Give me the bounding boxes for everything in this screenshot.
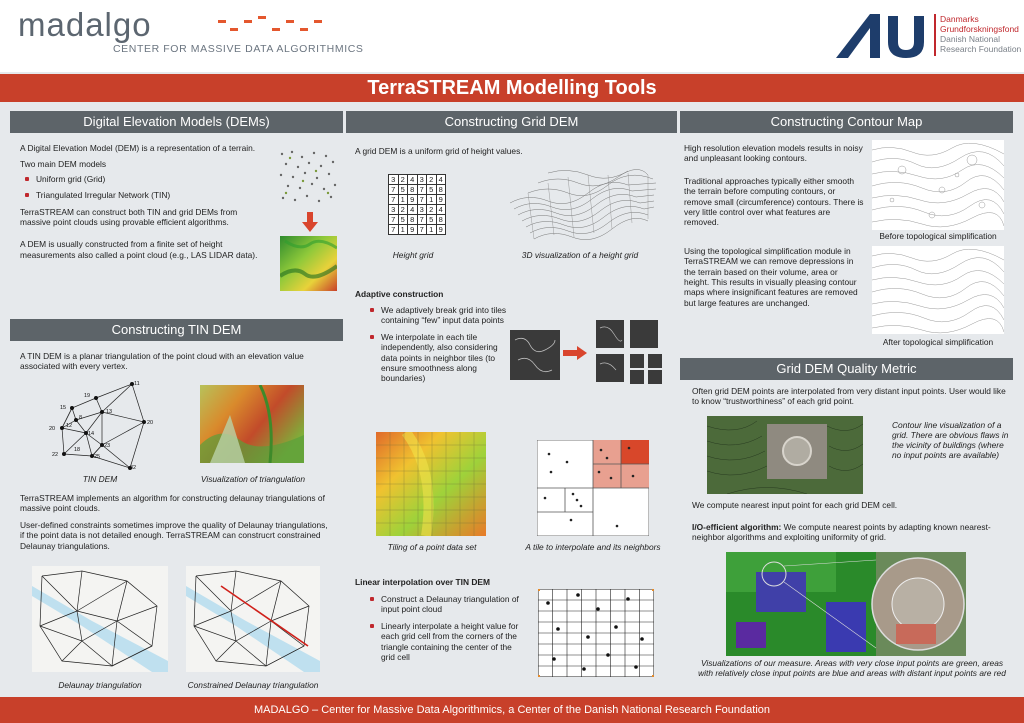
madalgo-logo-subtitle: CENTER FOR MASSIVE DATA ALGORITHMICS: [113, 43, 364, 55]
tin-node-label: 15: [60, 405, 66, 411]
tin-para-2: TerraSTREAM implements an algorithm for …: [20, 493, 325, 514]
dem-terrain-image: [280, 236, 337, 291]
dem-para-3: TerraSTREAM can construct both TIN and g…: [20, 206, 238, 228]
caption-after-simplification: After topological simplification: [882, 337, 994, 347]
tin-node-label: 23: [104, 443, 110, 449]
adaptive-construction-title: Adaptive construction: [355, 289, 444, 299]
section-contour-heading: Constructing Contour Map: [680, 111, 1013, 133]
quality-measure-visualization: [726, 552, 966, 656]
dem-para-1: A Digital Elevation Model (DEM) is a rep…: [20, 143, 256, 153]
section-dem-heading: Digital Elevation Models (DEMs): [10, 111, 343, 133]
dem-para-4: A DEM is usually constructed from a fini…: [20, 239, 258, 260]
caption-tin-dem: TIN DEM: [82, 474, 118, 484]
dem-bullet-tin: Triangulated Irregular Network (TIN): [20, 190, 265, 200]
right-arrow-icon: [563, 346, 587, 360]
caption-triangulation-visualization: Visualization of triangulation: [200, 474, 306, 484]
adaptive-tiles-figure: [596, 320, 662, 384]
contour-para-2: Traditional approaches typically either …: [684, 175, 864, 228]
linear-interpolation-figure: [538, 589, 654, 677]
tin-node-label: 14: [88, 431, 94, 437]
linear-bullet-2: Linearly interpolate a height value for …: [365, 621, 527, 663]
tin-node-label: 13: [106, 409, 112, 415]
adaptive-text: We adaptively break grid into tiles cont…: [365, 305, 507, 390]
dnrf-logo-bar: [934, 14, 936, 56]
quality-para-3: I/O-efficient algorithm: We compute near…: [692, 522, 1010, 543]
dem-text: A Digital Elevation Model (DEM) is a rep…: [20, 143, 265, 266]
tin-text-2: TerraSTREAM implements an algorithm for …: [20, 493, 332, 557]
constrained-delaunay-figure: [186, 566, 320, 672]
section-quality-heading: Grid DEM Quality Metric: [680, 358, 1013, 380]
linear-interpolation-title: Linear interpolation over TIN DEM: [355, 577, 490, 587]
linear-text: Construct a Delaunay triangulation of in…: [365, 594, 527, 668]
dem-bullets: Uniform grid (Grid) Triangulated Irregul…: [20, 174, 265, 201]
madalgo-logo-dashes: [218, 16, 322, 31]
adaptive-input-tile: [510, 330, 560, 380]
quality-para-2: We compute nearest input point for each …: [692, 500, 898, 510]
footer: MADALGO – Center for Massive Data Algori…: [0, 697, 1024, 723]
contour-line-visualization-image: [707, 416, 863, 494]
grid-para-1: A grid DEM is a uniform grid of height v…: [355, 146, 523, 156]
tin-node-label: 22: [52, 452, 58, 458]
section-tin-heading: Constructing TIN DEM: [10, 319, 343, 341]
section-grid-heading: Constructing Grid DEM: [346, 111, 677, 133]
contour-after-image: [872, 246, 1004, 334]
grid-3d-visualization: [509, 169, 657, 240]
caption-height-grid: Height grid: [392, 250, 434, 260]
delaunay-triangulation-figure: [32, 566, 168, 672]
tin-node-label: 12: [66, 423, 72, 429]
quality-para-1: Often grid DEM points are interpolated f…: [692, 386, 1006, 407]
tin-dem-figure: 11 19 15 13 8 12 20 20 14 23 22 18 25 32: [49, 381, 153, 470]
aarhus-university-logo: [836, 14, 924, 58]
contour-para-3: Using the topological simplification mod…: [684, 245, 858, 308]
caption-delaunay: Delaunay triangulation: [58, 680, 142, 690]
caption-tile-neighbors: A tile to interpolate and its neighbors: [525, 542, 661, 552]
caption-contour-line-visualization: Contour line visualization of a grid. Th…: [892, 420, 1009, 460]
caption-3d-grid: 3D visualization of a height grid: [521, 250, 639, 260]
poster-title: TerraSTREAM Modelling Tools: [0, 74, 1024, 102]
point-cloud-figure: [279, 150, 337, 203]
tin-node-label: 32: [130, 465, 136, 470]
caption-before-simplification: Before topological simplification: [879, 231, 997, 241]
tin-node-label: 20: [147, 420, 153, 426]
tin-node-label: 11: [134, 381, 140, 387]
tiling-heatmap-figure: [376, 432, 486, 536]
header: MADALGO CENTER FOR MASSIVE DATA ALGORITH…: [0, 0, 1024, 72]
caption-constrained-delaunay: Constrained Delaunay triangulation: [187, 680, 319, 690]
tin-node-label: 8: [79, 415, 82, 421]
caption-measure-visualization: Visualizations of our measure. Areas wit…: [698, 658, 1006, 678]
adaptive-bullet-2: We interpolate in each tile independentl…: [365, 332, 507, 384]
dnrf-logo-text: Danmarks Grundforskningsfond Danish Nati…: [940, 14, 1022, 54]
adaptive-bullet-1: We adaptively break grid into tiles cont…: [365, 305, 507, 326]
linear-bullet-1: Construct a Delaunay triangulation of in…: [365, 594, 527, 615]
dem-bullet-grid: Uniform grid (Grid): [20, 174, 265, 184]
io-efficient-text: We compute nearest points by adapting kn…: [692, 522, 991, 543]
contour-para-1: High resolution elevation models results…: [684, 143, 863, 164]
tin-para-3: User-defined constraints sometimes impro…: [20, 519, 328, 551]
tile-neighbors-figure: [537, 440, 649, 536]
triangulation-visualization-image: [200, 385, 304, 463]
madalgo-logo-text: MADALGO: [18, 6, 152, 43]
tin-node-label: 20: [49, 426, 55, 432]
caption-tiling: Tiling of a point data set: [387, 542, 477, 552]
contour-text: High resolution elevation models results…: [684, 143, 864, 314]
down-arrow-icon: [302, 212, 318, 232]
tin-node-label: 25: [94, 454, 100, 460]
contour-before-image: [872, 140, 1004, 230]
tin-node-label: 18: [74, 447, 80, 453]
tin-para-1: A TIN DEM is a planar triangulation of t…: [20, 351, 304, 372]
io-efficient-label: I/O-efficient algorithm:: [692, 522, 782, 532]
tin-node-label: 19: [84, 393, 90, 399]
dem-para-2: Two main DEM models: [20, 159, 107, 170]
